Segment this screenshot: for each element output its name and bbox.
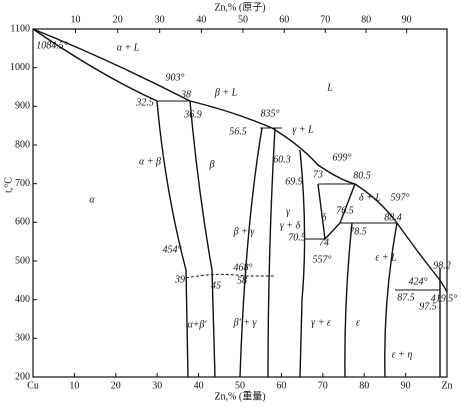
region-label: 36.9 <box>183 109 202 120</box>
y-tick-label: 800 <box>15 139 30 150</box>
region-label: 38 <box>180 89 191 100</box>
solidus <box>32 28 158 102</box>
top-tick-label: 70 <box>320 14 330 25</box>
region-label: δ <box>322 212 327 223</box>
gamma-left-boundary <box>267 127 276 378</box>
top-tick-label: 40 <box>196 14 206 25</box>
region-label: β <box>209 159 215 170</box>
region-label: β + L <box>214 87 238 98</box>
alpha-boundary <box>156 100 189 378</box>
top-tick-label: 60 <box>279 14 289 25</box>
region-label: 98.2 <box>433 260 451 271</box>
region-label: 76.5 <box>336 205 354 216</box>
region-label: 97.5 <box>419 301 437 312</box>
region-label: γ + δ <box>280 220 301 231</box>
y-tick-label: 400 <box>15 294 30 305</box>
gamma-right-boundary <box>299 149 306 378</box>
region-label: L <box>326 82 333 93</box>
region-label: 78.5 <box>349 226 367 237</box>
region-label: α+β' <box>187 319 207 330</box>
region-label: α <box>89 194 95 205</box>
region-label: 88.4 <box>384 212 402 223</box>
region-label: 39 <box>174 274 185 285</box>
region-label: δ + L <box>359 192 381 203</box>
region-label: 903° <box>166 72 185 83</box>
y-tick-label: 200 <box>15 371 30 382</box>
top-tick-label: 90 <box>402 14 412 25</box>
region-label: β' + γ <box>233 317 258 328</box>
y-tick-label: 900 <box>15 101 30 112</box>
x-tick-label: 50 <box>235 380 245 391</box>
top-tick-label: 20 <box>113 14 123 25</box>
region-label: 70.5 <box>288 232 306 243</box>
region-label: α + β <box>139 156 161 167</box>
x-tick-label: 40 <box>194 380 204 391</box>
x-tick-label: 90 <box>401 380 411 391</box>
region-label: 454° <box>163 244 182 255</box>
region-label: 60.3 <box>273 154 291 165</box>
region-label: 32.5 <box>135 97 154 108</box>
beta-right-boundary <box>239 127 263 378</box>
region-label: 74 <box>319 237 329 248</box>
region-label: ε + η <box>392 349 413 360</box>
y-tick-label: 1100 <box>10 23 30 34</box>
region-label: 468° <box>234 262 253 273</box>
y-tick-label: 600 <box>15 217 30 228</box>
region-label: 58 <box>237 275 247 286</box>
top-tick-label: 80 <box>361 14 371 25</box>
region-label: 45 <box>211 280 221 291</box>
y-axis-label: t,°C <box>3 177 14 193</box>
ordering-line <box>185 273 275 279</box>
region-label: 557° <box>313 254 332 265</box>
region-label: 56.5 <box>229 126 247 137</box>
bottom-axis-label: Zn,% (重量) <box>214 389 265 402</box>
region-label: 87.5 <box>397 292 415 303</box>
x-tick-label: 80 <box>359 380 369 391</box>
y-tick-label: 1000 <box>10 62 30 73</box>
y-tick-label: 300 <box>15 333 30 344</box>
region-label: 424° <box>409 276 428 287</box>
region-label: γ + L <box>292 124 314 135</box>
right-end-label: Zn <box>441 380 452 391</box>
left-end-label: Cu <box>27 380 39 391</box>
top-tick-label: 10 <box>70 14 80 25</box>
y-tick-label: 500 <box>15 255 30 266</box>
top-tick-label: 30 <box>155 14 165 25</box>
x-tick-label: 60 <box>276 380 286 391</box>
x-tick-label: 30 <box>152 380 162 391</box>
y-tick-label: 700 <box>15 178 30 189</box>
region-label: 80.5 <box>353 170 371 181</box>
region-label: 419.5° <box>431 293 458 304</box>
top-tick-label: 50 <box>238 14 248 25</box>
delta-boundary <box>317 183 356 241</box>
region-label: γ + ε <box>311 317 331 328</box>
beta-boundary <box>189 100 216 378</box>
x-tick-label: 70 <box>318 380 328 391</box>
region-label: 1084.5° <box>36 40 68 51</box>
region-label: 835° <box>261 108 280 119</box>
region-label: 69.9 <box>285 176 303 187</box>
region-label: β + γ <box>233 226 256 237</box>
x-tick-label: 20 <box>111 380 121 391</box>
region-label: 699° <box>333 152 352 163</box>
region-label: 73 <box>313 169 323 180</box>
epsilon-right-boundary <box>384 222 398 378</box>
region-label: ε <box>356 317 360 328</box>
x-tick-label: 10 <box>69 380 79 391</box>
region-label: α + L <box>117 42 140 53</box>
region-label: ε + L <box>375 252 397 263</box>
region-label: γ <box>286 206 291 217</box>
liquidus <box>32 28 448 293</box>
region-label: 597° <box>391 192 410 203</box>
epsilon-left-boundary <box>344 222 353 378</box>
top-axis-label: Zn,% (原子) <box>214 1 265 13</box>
